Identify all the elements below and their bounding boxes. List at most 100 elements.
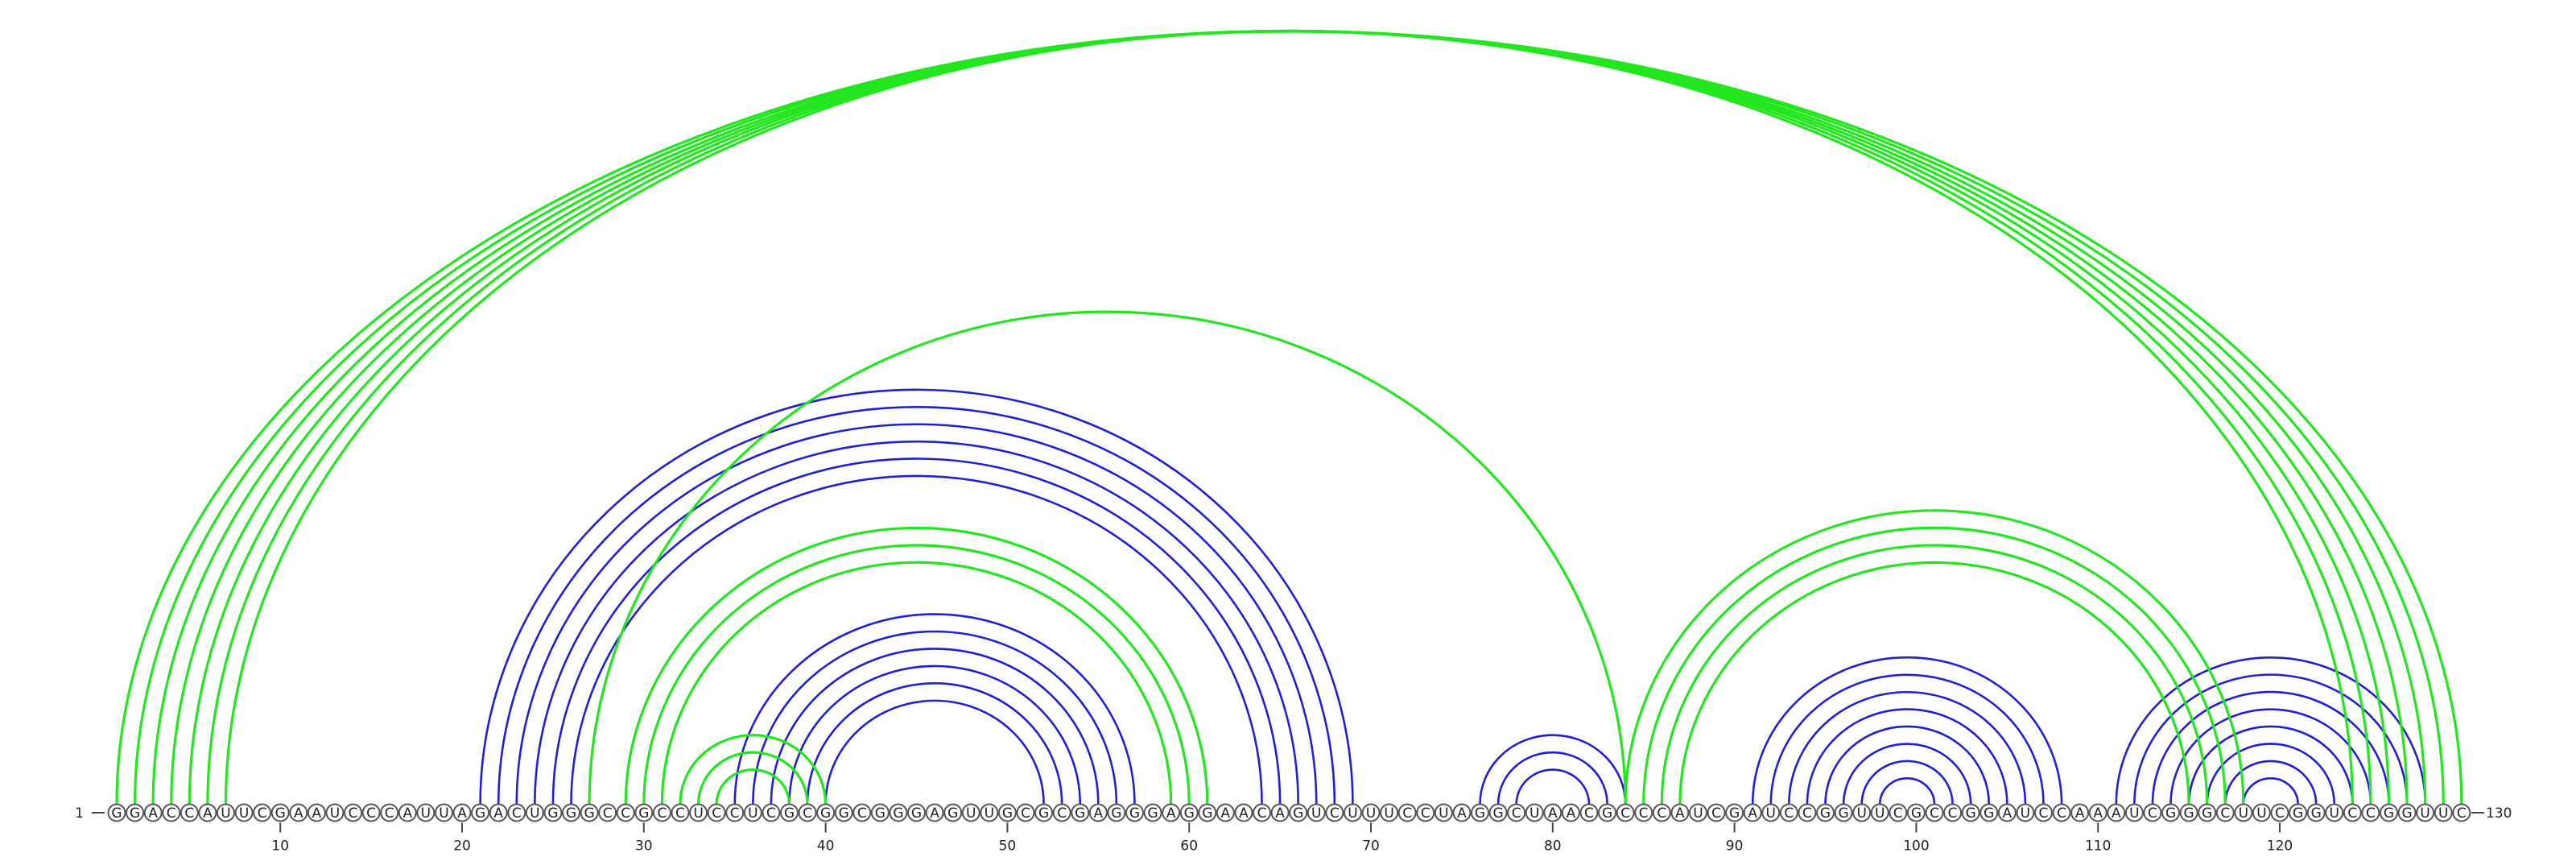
nucleotide-letter: U [2129,805,2139,822]
nucleotide-letter: U [2330,805,2339,822]
nucleotide: U [743,803,762,822]
nucleotide-letter: A [294,805,303,822]
nucleotide-circle [416,803,436,822]
nucleotide: C [344,803,363,822]
position-tick-label: 70 [1362,838,1380,855]
nucleotide-letter: U [1311,805,1321,822]
nucleotide: G [2397,803,2417,822]
nucleotide-letter: A [1567,805,1576,822]
base-pair-arc [2223,760,2318,805]
nucleotide-letter: G [1911,805,1922,822]
position-tick-label: 80 [1544,838,1562,855]
nucleotide-letter: U [1384,805,1393,822]
nucleotide-letter: C [2148,805,2157,822]
nucleotide-letter: G [875,805,886,822]
nucleotide: U [2416,803,2435,822]
base-pair-arc [224,29,2354,805]
nucleotide-circle [380,803,399,822]
nucleotide-letter: A [493,805,503,822]
base-pair-arc [752,630,1118,805]
nucleotide: U [1761,803,1781,822]
nucleotide-letter: U [1348,805,1357,822]
base-pair-arc [824,699,1045,805]
nucleotide-letter: G [1602,805,1612,822]
base-pair-arc [2242,777,2299,805]
end-label: 130 [2486,805,2512,822]
nucleotide: A [1270,803,1290,822]
base-pair-arc [696,751,809,805]
nucleotide-letter: G [1111,805,1121,822]
nucleotide: A [198,803,217,822]
nucleotide: U [961,803,980,822]
nucleotide: C [1579,803,1599,822]
nucleotide: C [1016,803,1035,822]
nucleotide-letter: C [1512,805,1521,822]
nucleotide: G [1034,803,1054,822]
base-pair-arc [624,526,1209,805]
nucleotide: C [507,803,526,822]
nucleotide-circle [1216,803,1235,822]
nucleotide: C [180,803,199,822]
nucleotide: C [2033,803,2053,822]
nucleotide-letter: C [1639,805,1649,822]
base-pair-arc [1660,544,2209,805]
nucleotide-circle [2124,803,2144,822]
start-label: 1 [75,805,84,822]
nucleotide-letter: G [1839,805,1849,822]
nucleotide: G [580,803,599,822]
nucleotide: A [143,803,163,822]
nucleotide-circle [1488,803,1508,822]
base-pair-arc [1769,673,2045,805]
nucleotide-letter: C [2275,805,2285,822]
nucleotide-circle [725,803,745,822]
nucleotide: G [270,803,290,822]
nucleotide-letter: C [603,805,613,822]
nucleotide-circle [2052,803,2071,822]
axis-layer: 1 130 [75,805,2512,822]
nucleotide-letter: G [1475,805,1485,822]
nucleotide-letter: C [167,805,176,822]
nucleotide-letter: G [566,805,576,822]
nucleotide: C [798,803,817,822]
nucleotide-letter: U [221,805,230,822]
nucleotide-letter: C [1784,805,1794,822]
nucleotide-letter: C [1421,805,1430,822]
nucleotide-letter: U [748,805,758,822]
nucleotide-circle [1253,803,1272,822]
nucleotide: G [1125,803,1144,822]
nucleotide-letter: G [638,805,649,822]
nucleotide-letter: U [2239,805,2248,822]
nucleotide-circle [1416,803,1435,822]
nucleotide: C [616,803,635,822]
nucleotide: C [1634,803,1653,822]
nucleotide: G [779,803,799,822]
nucleotide-circle [707,803,726,822]
base-pair-arc [551,457,1282,805]
nucleotide-letter: G [2293,805,2303,822]
nucleotide: C [1325,803,1344,822]
nucleotide: C [2270,803,2289,822]
nucleotide-letter: U [1439,805,1448,822]
nucleotide-circle [1452,803,1472,822]
nucleotide-circle [634,803,654,822]
ticks-layer: 10 20 30 40 50 60 70 80 90 100 110 120 [271,822,2293,855]
base-pair-arc [642,544,1191,805]
nucleotide-circle [889,803,908,822]
nucleotide: U [2016,803,2035,822]
nucleotide: A [1452,803,1472,822]
position-tick-label: 30 [635,838,653,855]
nucleotide: A [1543,803,1563,822]
nucleotide-letter: C [184,805,194,822]
nucleotide-circle [980,803,999,822]
nucleotide-circle [1906,803,1926,822]
position-tick-label: 90 [1726,838,1744,855]
nucleotide: U [1307,803,1326,822]
nucleotide-letter: A [402,805,412,822]
nucleotide: U [325,803,345,822]
nucleotide-letter: C [1330,805,1340,822]
nucleotide-letter: G [130,805,140,822]
nucleotide: G [943,803,963,822]
nucleotide: A [398,803,417,822]
